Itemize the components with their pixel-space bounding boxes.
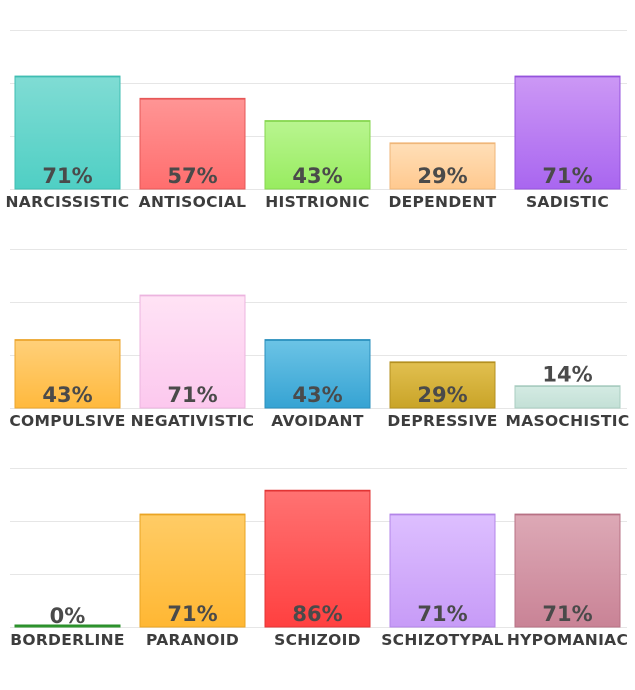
category-label-schizotypal: SCHIZOTYPAL bbox=[381, 631, 504, 649]
bar-value-paranoid: 71% bbox=[167, 602, 217, 626]
bar-schizotypal bbox=[389, 513, 496, 628]
category-label-depressive: DEPRESSIVE bbox=[387, 412, 497, 430]
category-label-compulsive: COMPULSIVE bbox=[9, 412, 125, 430]
category-label-negativistic: NEGATIVISTIC bbox=[131, 412, 255, 430]
bar-sadistic bbox=[514, 75, 621, 190]
bar-avoidant bbox=[264, 339, 371, 409]
bar-paranoid bbox=[139, 513, 246, 628]
category-label-schizoid: SCHIZOID bbox=[274, 631, 361, 649]
category-label-borderline: BORDERLINE bbox=[10, 631, 125, 649]
bar-value-schizoid: 86% bbox=[292, 602, 342, 626]
category-label-sadistic: SADISTIC bbox=[526, 193, 609, 211]
bar-value-dependent: 29% bbox=[417, 164, 467, 188]
category-label-masochistic: MASOCHISTIC bbox=[505, 412, 629, 430]
category-label-histrionic: HISTRIONIC bbox=[265, 193, 369, 211]
bar-antisocial bbox=[139, 97, 246, 190]
bar-value-depressive: 29% bbox=[417, 383, 467, 407]
bar-dependent bbox=[389, 142, 496, 190]
bar-schizoid bbox=[264, 489, 371, 628]
bar-masochistic bbox=[514, 385, 621, 409]
bar-value-hypomaniac: 71% bbox=[542, 602, 592, 626]
bar-histrionic bbox=[264, 120, 371, 190]
bar-value-narcissistic: 71% bbox=[42, 164, 92, 188]
bar-narcissistic bbox=[14, 75, 121, 190]
bar-value-compulsive: 43% bbox=[42, 383, 92, 407]
category-label-paranoid: PARANOID bbox=[146, 631, 239, 649]
bar-value-sadistic: 71% bbox=[542, 164, 592, 188]
chart-panel-2: 43% COMPULSIVE 71% NEGATIVISTIC 43% AVOIDANT 2… bbox=[9, 249, 629, 430]
category-label-avoidant: AVOIDANT bbox=[271, 412, 364, 430]
chart-panel-1: 71% NARCISSISTIC 57% ANTISOCIAL 43% HISTRIONI… bbox=[6, 30, 627, 211]
bar-value-masochistic: 14% bbox=[542, 363, 592, 387]
category-label-antisocial: ANTISOCIAL bbox=[139, 193, 247, 211]
category-label-narcissistic: NARCISSISTIC bbox=[6, 193, 130, 211]
bar-depressive bbox=[389, 361, 496, 409]
category-label-dependent: DEPENDENT bbox=[388, 193, 496, 211]
bar-value-histrionic: 43% bbox=[292, 164, 342, 188]
bar-value-antisocial: 57% bbox=[167, 164, 217, 188]
bar-value-negativistic: 71% bbox=[167, 383, 217, 407]
bar-value-borderline: 0% bbox=[50, 604, 86, 628]
category-label-hypomaniac: HYPOMANIAC bbox=[507, 631, 628, 649]
bar-value-avoidant: 43% bbox=[292, 383, 342, 407]
bar-value-schizotypal: 71% bbox=[417, 602, 467, 626]
bar-negativistic bbox=[139, 294, 246, 409]
bar-compulsive bbox=[14, 339, 121, 409]
chart-panel-3: 0% BORDERLINE 71% PARANOID 86% SCHIZOID 71% SCH… bbox=[10, 468, 628, 649]
